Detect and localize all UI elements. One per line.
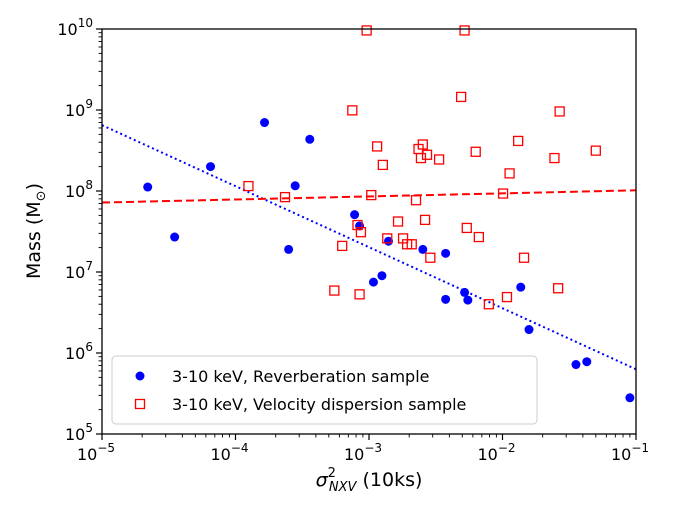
legend: 3-10 keV, Reverberation sample 3-10 keV,… — [111, 355, 538, 425]
velocity-dispersion-point — [352, 219, 363, 231]
velocity-dispersion-point — [473, 231, 484, 243]
y-tick-labels: 105 106 107 108 109 1010 — [57, 16, 93, 444]
reverberation-point — [377, 271, 387, 281]
reverberation-point — [418, 244, 428, 254]
velocity-dispersion-point — [461, 222, 472, 234]
velocity-dispersion-point — [433, 154, 445, 165]
reverberation-point — [284, 244, 294, 254]
legend-marker-velocity — [134, 398, 146, 410]
reverberation-point — [206, 162, 216, 172]
x-tick-labels: 10−5 10−4 10−3 10−2 10−1 — [77, 441, 649, 464]
x-tick-label: 10−2 — [477, 441, 515, 464]
velocity-dispersion-point — [355, 227, 367, 238]
y-axis-title: Mass (M⊙) — [23, 183, 49, 279]
reverberation-point — [463, 295, 473, 305]
reverberation-point — [305, 134, 315, 144]
velocity-dispersion-point — [410, 195, 422, 206]
velocity-dispersion-point — [243, 180, 254, 192]
velocity-dispersion-point — [504, 168, 515, 179]
reverberation-point — [441, 294, 451, 304]
velocity-dispersion-point — [421, 149, 433, 160]
velocity-dispersion-point — [501, 291, 513, 303]
x-tick-label: 10−4 — [210, 441, 248, 464]
velocity-dispersion-point — [470, 146, 481, 157]
reverberation-point — [516, 282, 526, 292]
y-tick-label: 105 — [65, 421, 93, 444]
velocity-dispersion-point — [377, 159, 389, 171]
reverberation-point — [441, 248, 451, 258]
y-tick-label: 108 — [65, 178, 93, 201]
velocity-dispersion-point — [361, 25, 372, 36]
velocity-dispersion-point — [497, 188, 509, 199]
x-tick-label: 10−3 — [344, 441, 382, 464]
reverberation-point — [582, 357, 592, 367]
reverberation-point — [260, 118, 270, 128]
legend-label-velocity: 3-10 keV, Velocity dispersion sample — [172, 395, 466, 414]
legend-marker-reverberation — [135, 371, 145, 381]
y-tick-label: 109 — [65, 97, 93, 120]
velocity-dispersion-point — [406, 239, 417, 250]
velocity-dispersion-point — [549, 152, 560, 164]
velocity-dispersion-fit-line — [101, 189, 637, 204]
velocity-dispersion-point — [513, 135, 524, 147]
x-axis-title: σ2 NXV (10ks) — [316, 466, 423, 495]
velocity-dispersion-point — [354, 289, 365, 300]
data-points — [143, 25, 635, 403]
velocity-dispersion-point — [518, 252, 530, 263]
reverberation-point — [524, 325, 534, 335]
velocity-dispersion-point — [455, 91, 467, 103]
axis-ticks — [96, 28, 637, 440]
reverberation-point — [350, 210, 360, 220]
reverberation-point — [625, 393, 635, 403]
reverberation-fit-line — [101, 124, 637, 371]
velocity-dispersion-point — [483, 299, 494, 310]
reverberation-point — [143, 182, 153, 192]
x-tick-label: 10−5 — [77, 441, 115, 464]
y-tick-label: 106 — [65, 340, 93, 363]
y-tick-label: 107 — [65, 259, 93, 282]
velocity-dispersion-point — [366, 189, 377, 201]
velocity-dispersion-point — [382, 233, 393, 244]
velocity-dispersion-point — [347, 105, 358, 116]
reverberation-point — [170, 232, 180, 242]
velocity-dispersion-point — [590, 145, 601, 156]
reverberation-point — [460, 287, 470, 297]
velocity-dispersion-point — [279, 191, 291, 203]
reverberation-point — [368, 277, 378, 287]
velocity-dispersion-point — [371, 141, 383, 152]
reverberation-point — [290, 181, 300, 191]
legend-frame — [111, 355, 538, 425]
fit-lines — [101, 124, 637, 371]
velocity-dispersion-point — [329, 285, 340, 296]
velocity-dispersion-point — [417, 139, 428, 150]
velocity-dispersion-point — [337, 240, 348, 252]
velocity-dispersion-point — [425, 252, 436, 263]
legend-label-reverberation: 3-10 keV, Reverberation sample — [172, 367, 429, 386]
velocity-dispersion-point — [459, 25, 470, 36]
velocity-dispersion-point — [552, 283, 564, 294]
velocity-dispersion-point — [392, 216, 404, 227]
velocity-dispersion-point — [554, 106, 565, 117]
velocity-dispersion-point — [419, 214, 431, 226]
x-tick-label: 10−1 — [611, 441, 649, 464]
reverberation-point — [571, 360, 581, 370]
velocity-dispersion-point — [415, 152, 427, 164]
y-tick-label: 1010 — [57, 16, 93, 39]
